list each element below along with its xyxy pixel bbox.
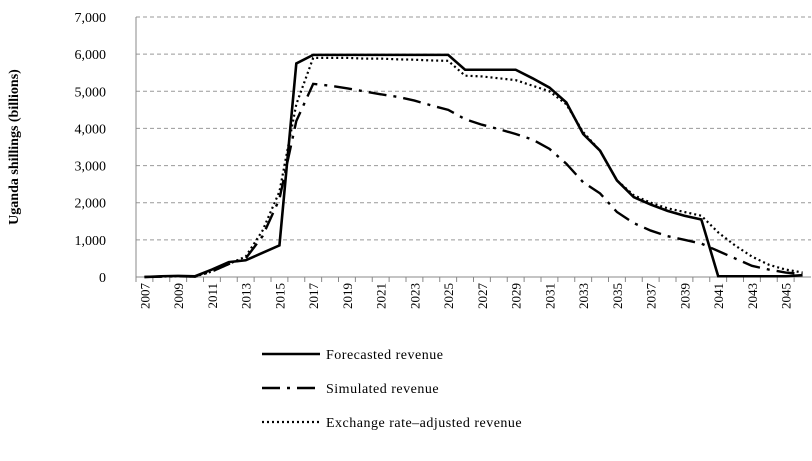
x-tick-label: 2023 bbox=[407, 283, 422, 309]
x-tick-label: 2013 bbox=[239, 283, 254, 309]
y-tick-label: 6,000 bbox=[75, 48, 107, 63]
line bbox=[144, 53, 803, 279]
y-tick-label: 0 bbox=[99, 271, 106, 286]
x-tick-label: 2033 bbox=[576, 283, 591, 309]
x-tick-label: 2031 bbox=[542, 283, 557, 309]
x-tick-label: 2039 bbox=[677, 283, 692, 309]
y-tick-label: 3,000 bbox=[75, 160, 107, 175]
x-tick-label: 2017 bbox=[306, 283, 321, 310]
x-tick-label: 2027 bbox=[475, 283, 490, 310]
y-tick-label: 5,000 bbox=[75, 85, 107, 100]
line bbox=[144, 82, 803, 279]
y-tick-label: 1,000 bbox=[75, 234, 107, 249]
y-tick-label: 4,000 bbox=[75, 122, 107, 137]
legend-label: Exchange rate–adjusted revenue bbox=[326, 416, 522, 431]
legend-label: Forecasted revenue bbox=[326, 348, 443, 363]
x-tick-label: 2021 bbox=[374, 283, 389, 309]
x-tick-label: 2045 bbox=[779, 283, 794, 309]
legend-label: Simulated revenue bbox=[326, 382, 439, 397]
x-tick-label: 2009 bbox=[171, 283, 186, 309]
x-tick-label: 2015 bbox=[272, 283, 287, 309]
y-tick-label: 7,000 bbox=[75, 11, 107, 26]
x-tick-label: 2043 bbox=[745, 283, 760, 309]
x-tick-label: 2019 bbox=[340, 283, 355, 309]
line bbox=[144, 56, 803, 279]
x-tick-label: 2041 bbox=[711, 283, 726, 309]
x-tick-label: 2007 bbox=[137, 283, 152, 310]
x-tick-label: 2025 bbox=[441, 283, 456, 309]
x-tick-label: 2035 bbox=[610, 283, 625, 309]
y-tick-label: 2,000 bbox=[75, 197, 107, 212]
y-axis-label: Uganda shillings (billions) bbox=[7, 69, 22, 225]
x-tick-label: 2029 bbox=[509, 283, 524, 309]
x-tick-label: 2037 bbox=[644, 283, 659, 310]
x-tick-label: 2011 bbox=[205, 283, 220, 309]
